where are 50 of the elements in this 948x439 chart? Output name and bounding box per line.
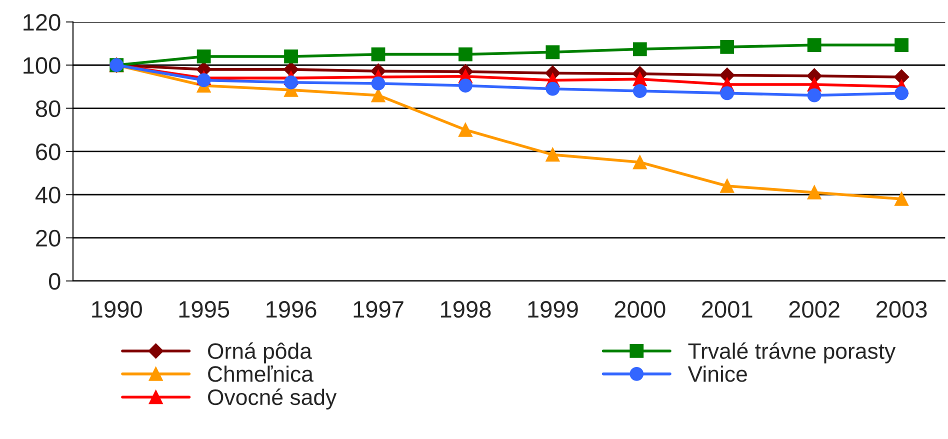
point [720, 40, 734, 54]
y-tick-label: 0 [48, 273, 60, 290]
x-tick-label: 1995 [179, 301, 230, 318]
point [458, 122, 472, 137]
point [720, 86, 734, 100]
point [894, 38, 908, 52]
legend-label: Chmeľnica [208, 366, 314, 382]
point [720, 68, 735, 83]
x-tick-label: 1990 [92, 301, 142, 318]
point [632, 72, 647, 86]
x-tick-label: 1996 [266, 301, 316, 318]
x-tick-label: 2000 [614, 301, 666, 318]
y-tick-label: 100 [24, 57, 60, 74]
x-tick-label: 2001 [702, 301, 752, 318]
point [632, 84, 647, 98]
point [371, 47, 386, 62]
y-tick-label: 40 [35, 186, 60, 204]
legend-label: Orná pôda [208, 342, 312, 364]
point [632, 42, 647, 56]
point [894, 192, 908, 206]
y-tick-label: 20 [36, 230, 60, 247]
point [458, 78, 472, 93]
point [807, 186, 822, 200]
y-tick-label: 120 [24, 14, 60, 31]
point [546, 82, 560, 96]
point [196, 50, 211, 64]
point [807, 38, 822, 52]
point [284, 75, 298, 90]
point [371, 76, 386, 90]
legend-label: Ovocné sady [208, 388, 337, 410]
point [807, 88, 822, 102]
legend-label: Vinice [688, 366, 747, 382]
point [284, 50, 298, 64]
x-tick-label: 2003 [876, 301, 927, 318]
point [371, 88, 386, 102]
legend-label: Trvalé trávne porasty [688, 342, 896, 364]
x-tick-label: 1997 [354, 301, 404, 318]
point [894, 69, 910, 85]
y-tick-label: 80 [36, 100, 60, 118]
point [632, 155, 647, 170]
x-tick-label: 1999 [528, 301, 578, 318]
point [720, 179, 734, 193]
point [458, 47, 472, 62]
point [546, 45, 560, 60]
point [546, 148, 560, 162]
y-tick-label: 60 [36, 144, 60, 160]
point [196, 73, 211, 88]
point [894, 86, 908, 100]
x-tick-label: 2002 [789, 301, 840, 318]
x-tick-label: 1998 [441, 301, 491, 318]
